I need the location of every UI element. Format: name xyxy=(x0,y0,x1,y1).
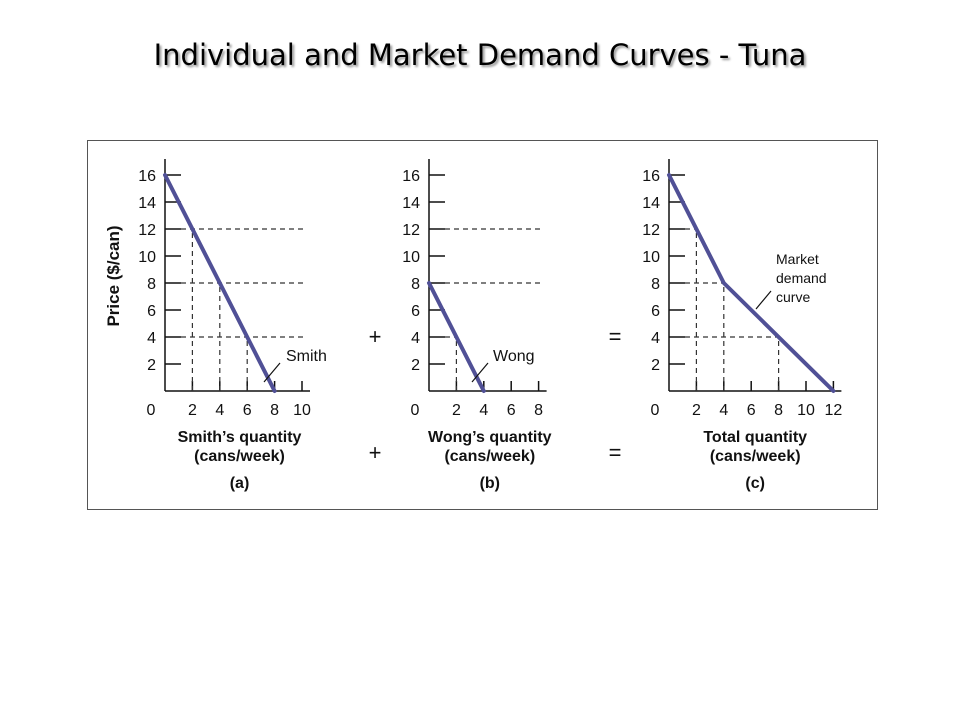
x-axis-title-line1: Total quantity xyxy=(703,429,807,446)
x-tick-label: 12 xyxy=(825,402,843,419)
y-tick-label: 4 xyxy=(147,330,156,347)
x-axis-title-line1: Smith’s quantity xyxy=(178,429,302,446)
annotation-market-demand: Market xyxy=(776,251,819,267)
y-tick-label: 4 xyxy=(651,330,660,347)
y-tick-label: 14 xyxy=(642,195,660,212)
wong-leader xyxy=(471,362,489,383)
demand-curve-1 xyxy=(667,173,836,393)
y-tick-label: 16 xyxy=(138,168,156,185)
y-tick-label: 12 xyxy=(402,222,420,239)
annotation-market-demand: demand xyxy=(776,270,827,286)
y-tick-label: 10 xyxy=(402,249,420,266)
series-label-wong: Wong xyxy=(493,348,535,365)
y-tick-label: 14 xyxy=(402,195,420,212)
x-tick-label: 8 xyxy=(270,402,279,419)
x-tick-label: 0 xyxy=(651,402,660,419)
y-tick-label: 16 xyxy=(402,168,420,185)
x-tick-label: 6 xyxy=(747,402,756,419)
x-tick-label: 6 xyxy=(507,402,516,419)
panel-label: (c) xyxy=(745,475,765,492)
market-demand-leader xyxy=(755,290,772,310)
x-axis-title-line2: (cans/week) xyxy=(444,448,535,465)
x-tick-label: 10 xyxy=(293,402,311,419)
x-tick-label: 2 xyxy=(452,402,461,419)
x-tick-label: 0 xyxy=(411,402,420,419)
x-tick-label: 2 xyxy=(692,402,701,419)
y-tick-label: 10 xyxy=(642,249,660,266)
y-tick-label: 8 xyxy=(651,276,660,293)
plus-operator: + xyxy=(369,324,382,349)
x-tick-label: 0 xyxy=(147,402,156,419)
demand-curves-chart: 2 4 6 8 10 12 14 16 0 2 4 6 8 10 Smith’s quantity (cans… xyxy=(104,159,843,492)
x-tick-label: 6 xyxy=(243,402,252,419)
y-tick-label: 8 xyxy=(411,276,420,293)
y-tick-label: 12 xyxy=(642,222,660,239)
x-tick-label: 8 xyxy=(774,402,783,419)
x-tick-label: 10 xyxy=(797,402,815,419)
x-tick-label: 8 xyxy=(534,402,543,419)
smith-leader xyxy=(263,362,281,383)
y-axis-title: Price ($/can) xyxy=(104,225,123,326)
x-axis-title-line2: (cans/week) xyxy=(194,448,285,465)
y-tick-label: 14 xyxy=(138,195,156,212)
equals-operator: = xyxy=(609,324,622,349)
panel-label: (a) xyxy=(230,475,250,492)
demand-curve-1 xyxy=(163,173,277,393)
x-axis-title-line1: Wong’s quantity xyxy=(428,429,552,446)
x-tick-label: 4 xyxy=(215,402,224,419)
slide-title: Individual and Market Demand Curves - Tu… xyxy=(153,38,807,72)
y-tick-label: 10 xyxy=(138,249,156,266)
y-tick-label: 12 xyxy=(138,222,156,239)
annotation-market-demand: curve xyxy=(776,289,810,305)
demand-curve-1 xyxy=(427,281,486,393)
y-tick-label: 2 xyxy=(651,357,660,374)
y-tick-label: 6 xyxy=(411,303,420,320)
y-tick-label: 6 xyxy=(147,303,156,320)
series-label-smith: Smith xyxy=(286,348,327,365)
y-tick-label: 4 xyxy=(411,330,420,347)
x-axis-title-line2: (cans/week) xyxy=(710,448,801,465)
equals-operator: = xyxy=(609,440,622,465)
y-tick-label: 6 xyxy=(651,303,660,320)
y-tick-label: 2 xyxy=(147,357,156,374)
y-tick-label: 2 xyxy=(411,357,420,374)
plus-operator: + xyxy=(369,440,382,465)
x-tick-label: 4 xyxy=(479,402,488,419)
y-tick-label: 16 xyxy=(642,168,660,185)
figure-frame: 2 4 6 8 10 12 14 16 0 2 4 6 8 10 Smith’s quantity (cans… xyxy=(87,140,878,510)
x-tick-label: 2 xyxy=(188,402,197,419)
y-tick-label: 8 xyxy=(147,276,156,293)
panel-label: (b) xyxy=(480,475,500,492)
x-tick-label: 4 xyxy=(719,402,728,419)
